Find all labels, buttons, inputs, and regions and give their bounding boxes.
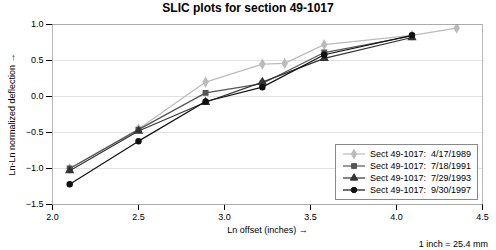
svg-text:−1.5: −1.5 <box>26 199 44 209</box>
svg-text:Ln-Ln normalized deflection →: Ln-Ln normalized deflection → <box>7 53 17 175</box>
html-text:Sect 49-1017: 7/29/1993: Sect 49-1017: 7/29/1993 <box>369 173 471 183</box>
svg-text:1.0: 1.0 <box>31 19 44 29</box>
html-text:Sect 49-1017: 9/30/1997: Sect 49-1017: 9/30/1997 <box>369 185 471 195</box>
svg-text:3.0: 3.0 <box>218 212 231 222</box>
html-text:Sect 49-1017: 4/17/1989: Sect 49-1017: 4/17/1989 <box>369 149 471 159</box>
svg-text:0.5: 0.5 <box>31 55 44 65</box>
svg-text:4.5: 4.5 <box>476 212 489 222</box>
html-text:SLIC plots for section 49-1017: SLIC plots for section 49-1017 <box>162 1 334 15</box>
svg-text:−0.5: −0.5 <box>26 127 44 137</box>
svg-text:2.0: 2.0 <box>46 212 59 222</box>
svg-text:3.5: 3.5 <box>304 212 317 222</box>
html-text:Sect 49-1017: 7/18/1991: Sect 49-1017: 7/18/1991 <box>369 161 471 171</box>
svg-text:Ln offset (inches) →: Ln offset (inches) → <box>227 225 307 235</box>
svg-text:4.0: 4.0 <box>390 212 403 222</box>
svg-text:−1.0: −1.0 <box>26 163 44 173</box>
svg-text:0.0: 0.0 <box>31 91 44 101</box>
html-text:1 inch = 25.4 mm: 1 inch = 25.4 mm <box>418 239 488 249</box>
svg-text:2.5: 2.5 <box>132 212 145 222</box>
